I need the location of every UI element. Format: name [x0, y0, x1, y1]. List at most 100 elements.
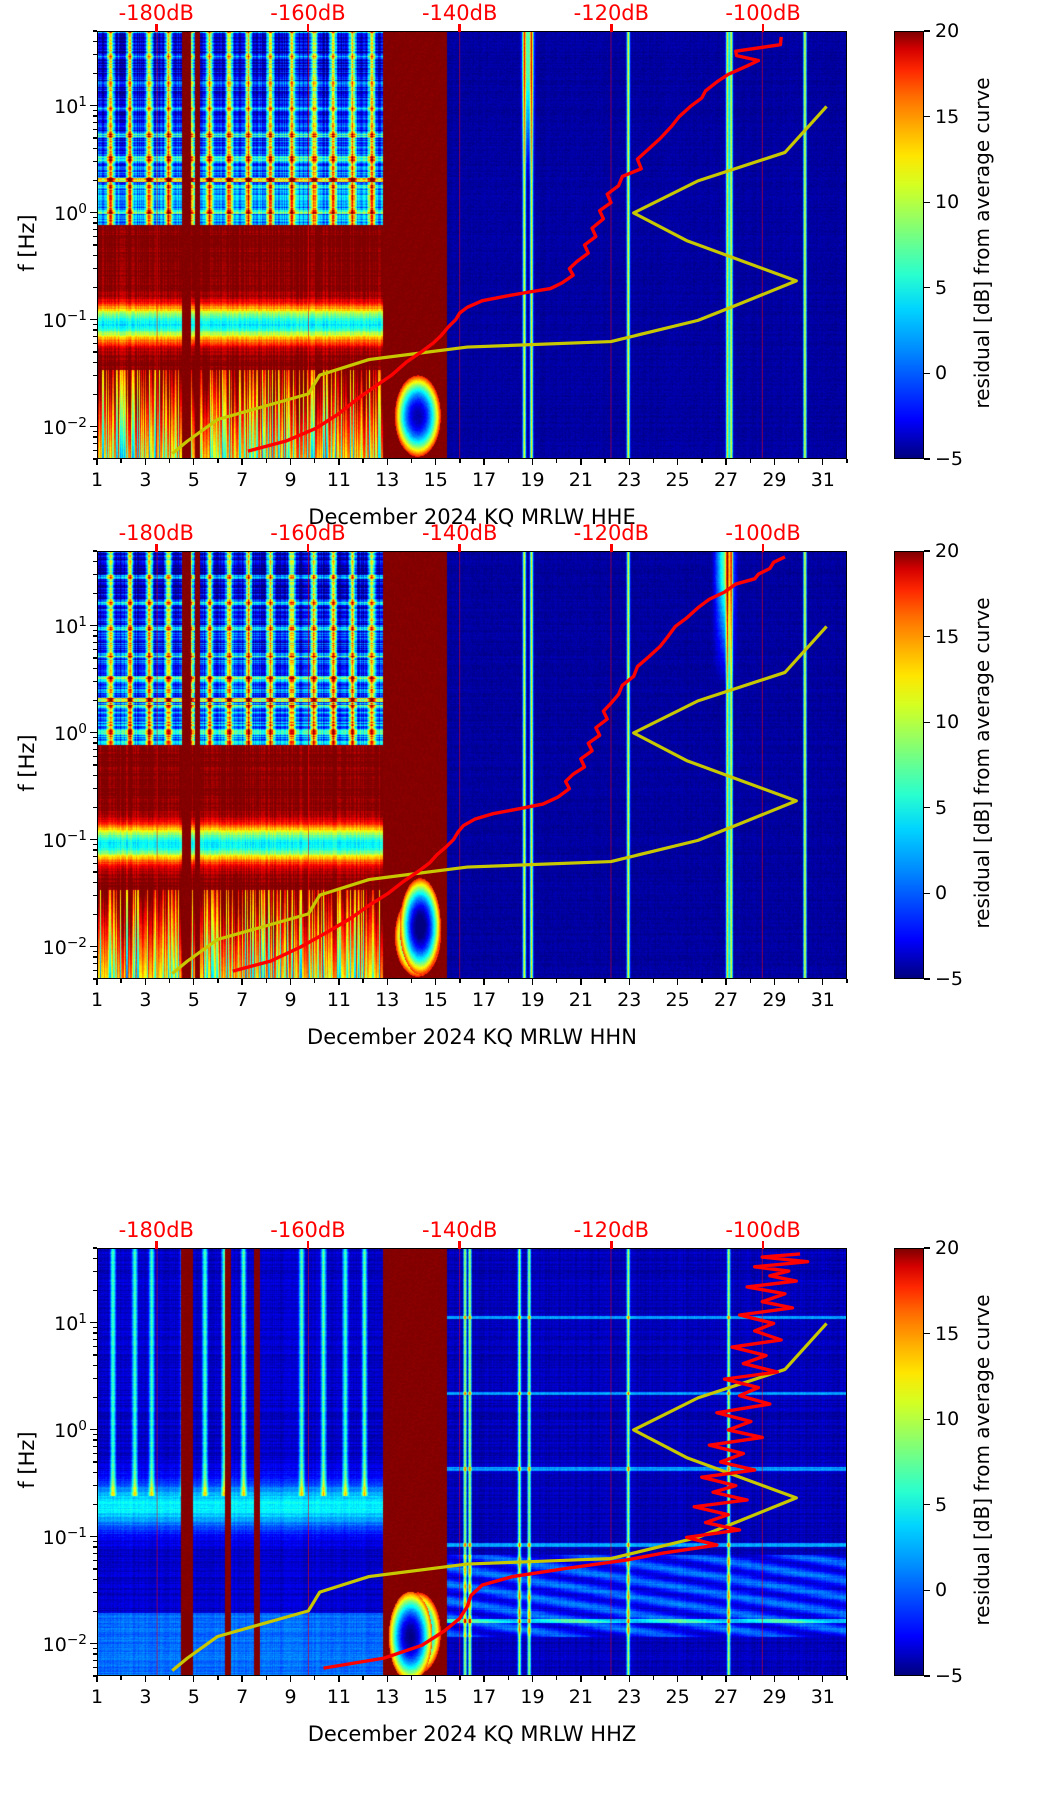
- y-tick-minor: [93, 228, 97, 231]
- top-db-tick: [458, 544, 461, 552]
- y-tick-minor: [93, 699, 97, 702]
- spectrogram-plot-hhz[interactable]: 1 3 5 7 9 11 13 15 17 19 21 23 25 27 29 31 -180dB -160dB -…: [15, 1218, 848, 1746]
- x-tick-minor: [217, 1676, 219, 1680]
- x-tick-major: [435, 979, 437, 985]
- top-db-tick: [458, 24, 461, 32]
- y-tick-minor: [93, 641, 97, 644]
- colorbar-tick-label: 5: [935, 1493, 948, 1516]
- top-db-tick: [154, 24, 158, 32]
- y-tick-label: 10−2: [42, 1631, 87, 1656]
- y-tick-minor: [93, 1610, 97, 1613]
- x-tick-minor: [555, 979, 558, 983]
- top-db-label: -120dB: [573, 1, 650, 25]
- y-tick-label: 101: [54, 613, 87, 638]
- colorbar-tick: [924, 721, 930, 723]
- x-tick-major: [531, 459, 534, 465]
- y-tick-minor: [93, 881, 97, 884]
- top-db-label: -100dB: [725, 1218, 801, 1242]
- top-db-label: -140dB: [421, 1, 498, 25]
- y-tick-minor: [93, 1452, 97, 1455]
- y-tick-minor: [93, 442, 97, 445]
- x-tick-minor: [362, 979, 364, 983]
- y-tick-minor: [93, 1345, 97, 1348]
- y-tick-minor: [93, 1647, 97, 1650]
- y-tick-minor: [93, 342, 97, 345]
- x-tick-label: 1: [90, 989, 104, 1011]
- colorbar-title: residual [dB] from average curve: [970, 1294, 994, 1626]
- x-tick-label: 9: [284, 989, 297, 1011]
- x-tick-label: 15: [423, 989, 448, 1011]
- y-tick-minor: [93, 458, 97, 460]
- colorbar-tick-label: −5: [935, 968, 964, 990]
- y-tick-major: [90, 946, 97, 948]
- y-tick-minor: [93, 774, 97, 777]
- x-tick-major: [96, 459, 98, 465]
- y-tick-minor: [93, 430, 97, 433]
- x-tick-label: 23: [617, 989, 642, 1011]
- x-tick-major: [241, 979, 243, 985]
- y-tick-minor: [93, 1332, 97, 1334]
- x-tick-minor: [507, 979, 509, 983]
- colorbar-tick: [924, 1247, 930, 1249]
- x-tick-label: 13: [375, 989, 400, 1011]
- x-tick-minor: [217, 459, 219, 463]
- x-tick-label: 9: [284, 1686, 297, 1708]
- y-tick-minor: [93, 254, 97, 257]
- x-tick-major: [773, 459, 776, 465]
- x-tick-major: [241, 1676, 243, 1682]
- overlay-curves: [156, 552, 828, 978]
- y-tick-minor: [93, 147, 97, 150]
- y-tick-minor: [93, 235, 97, 238]
- top-db-tick: [306, 544, 310, 552]
- x-tick-label: 11: [326, 989, 352, 1011]
- x-tick-label: 19: [520, 469, 545, 491]
- colorbar-tick: [924, 115, 930, 118]
- x-tick-label: 25: [665, 1686, 690, 1708]
- y-tick-label: 101: [54, 1310, 87, 1335]
- y-tick-label: 10−1: [42, 827, 87, 852]
- y-tick-minor: [93, 1540, 97, 1543]
- x-tick-label: 27: [713, 989, 739, 1011]
- x-tick-label: 1: [90, 469, 104, 491]
- x-tick-minor: [652, 979, 655, 983]
- y-tick-minor: [93, 895, 97, 897]
- x-tick-minor: [410, 459, 413, 463]
- x-tick-label: 25: [665, 469, 690, 491]
- y-tick-minor: [93, 560, 97, 563]
- colorbar-tick-label: 20: [935, 1237, 960, 1259]
- x-tick-major: [483, 459, 485, 465]
- y-tick-minor: [93, 1461, 97, 1463]
- x-tick-label: 15: [423, 1686, 448, 1708]
- y-tick-minor: [93, 950, 97, 953]
- x-tick-major: [676, 459, 679, 465]
- colorbar-tick-label: 0: [935, 882, 948, 905]
- x-tick-minor: [168, 459, 171, 463]
- colorbar-tick-label: 0: [935, 362, 948, 385]
- top-db-tick: [306, 24, 310, 32]
- x-tick-minor: [652, 459, 655, 463]
- y-tick-minor: [93, 161, 97, 163]
- x-tick-minor: [701, 979, 703, 983]
- x-tick-major: [338, 459, 340, 465]
- y-tick-major: [90, 1322, 97, 1324]
- colorbar-tick-label: 15: [935, 1322, 960, 1345]
- x-tick-label: 29: [762, 469, 787, 491]
- colorbar-title: residual [dB] from average curve: [970, 77, 994, 409]
- y-tick-minor: [93, 1378, 97, 1380]
- plot-area: [97, 1248, 847, 1676]
- y-tick-minor: [93, 1326, 97, 1329]
- spectrogram-plot-hhe[interactable]: 1 3 5 7 9 11 13 15 17 19 21 23 25 27 29 31 -180dB -160dB -…: [15, 1, 848, 529]
- y-tick-label: 10−1: [42, 1524, 87, 1549]
- spectrogram-image: [98, 32, 846, 458]
- spectrogram-plot-hhn[interactable]: 1 3 5 7 9 11 13 15 17 19 21 23 25 27 29 31 -180dB -160dB -…: [15, 521, 848, 1049]
- colorbar-tick: [924, 30, 930, 32]
- y-tick-label: 10−2: [42, 934, 87, 959]
- x-tick-major: [676, 1676, 679, 1682]
- psd-average-curve: [232, 555, 786, 973]
- x-tick-minor: [217, 979, 219, 983]
- y-tick-label: 100: [54, 200, 87, 225]
- x-tick-minor: [846, 1676, 848, 1680]
- x-tick-label: 3: [139, 1686, 152, 1708]
- y-tick-minor: [93, 635, 97, 637]
